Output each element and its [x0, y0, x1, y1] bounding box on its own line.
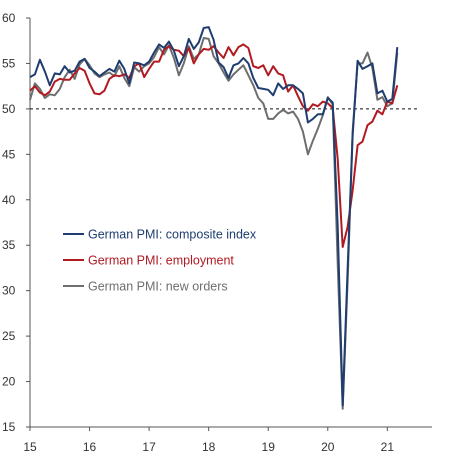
y-tick-label: 55	[2, 56, 16, 70]
legend-label: German PMI: new orders	[88, 280, 228, 294]
legend-label: German PMI: employment	[88, 254, 234, 268]
x-tick-label: 19	[262, 440, 276, 454]
x-tick-label: 21	[381, 440, 395, 454]
y-tick-label: 20	[2, 375, 16, 389]
y-tick-label: 50	[2, 102, 16, 116]
y-tick-label: 25	[2, 329, 16, 343]
y-tick-label: 60	[2, 11, 16, 25]
series-line-german-pmi-composite-index	[29, 26, 399, 407]
x-tick-label: 17	[142, 440, 156, 454]
legend-label: German PMI: composite index	[88, 228, 257, 242]
y-tick-label: 15	[2, 420, 16, 434]
y-tick-label: 35	[2, 238, 16, 252]
x-tick-label: 18	[202, 440, 216, 454]
series-lines	[29, 26, 399, 410]
y-tick-label: 30	[2, 284, 16, 298]
series-line-german-pmi-employment	[29, 43, 399, 248]
x-tick-label: 20	[321, 440, 335, 454]
axes	[29, 18, 432, 428]
y-tick-label: 40	[2, 193, 16, 207]
y-tick-label: 45	[2, 147, 16, 161]
x-axis-ticks: 15 16 17 18 19 20 21	[23, 427, 394, 454]
x-tick-label: 15	[23, 440, 37, 454]
y-axis-ticks: 15 20 25 30 35 40 45 50 55 60	[2, 11, 30, 434]
x-tick-label: 16	[83, 440, 97, 454]
legend: German PMI: composite index German PMI: e…	[63, 228, 257, 294]
